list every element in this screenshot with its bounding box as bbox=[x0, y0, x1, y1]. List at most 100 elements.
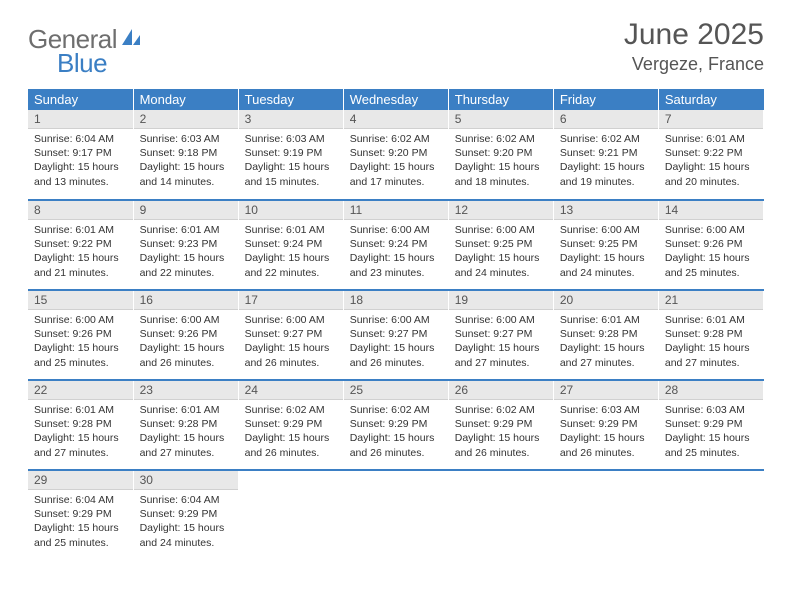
daylight-line: Daylight: 15 hours and 17 minutes. bbox=[350, 160, 442, 188]
calendar-cell: 8 Sunrise: 6:01 AMSunset: 9:22 PMDaylight… bbox=[28, 200, 133, 290]
day-number: 17 bbox=[239, 291, 343, 310]
calendar-cell: 25Sunrise: 6:02 AMSunset: 9:29 PMDayligh… bbox=[343, 380, 448, 470]
day-details: Sunrise: 6:02 AMSunset: 9:29 PMDaylight:… bbox=[239, 400, 343, 466]
calendar-cell: 2Sunrise: 6:03 AMSunset: 9:18 PMDaylight… bbox=[133, 110, 238, 200]
day-number: 10 bbox=[239, 201, 343, 220]
sunset-line: Sunset: 9:22 PM bbox=[665, 146, 757, 160]
day-number: 12 bbox=[449, 201, 553, 220]
day-number: 2 bbox=[134, 110, 238, 129]
calendar-cell: 16Sunrise: 6:00 AMSunset: 9:26 PMDayligh… bbox=[133, 290, 238, 380]
sunset-line: Sunset: 9:21 PM bbox=[560, 146, 652, 160]
sunrise-line: Sunrise: 6:03 AM bbox=[245, 132, 337, 146]
daylight-line: Daylight: 15 hours and 22 minutes. bbox=[140, 251, 232, 279]
sunrise-line: Sunrise: 6:03 AM bbox=[140, 132, 232, 146]
sunrise-line: Sunrise: 6:01 AM bbox=[665, 313, 757, 327]
sunrise-line: Sunrise: 6:01 AM bbox=[665, 132, 757, 146]
sunrise-line: Sunrise: 6:00 AM bbox=[34, 313, 127, 327]
daylight-line: Daylight: 15 hours and 26 minutes. bbox=[350, 431, 442, 459]
sunset-line: Sunset: 9:22 PM bbox=[34, 237, 127, 251]
sunset-line: Sunset: 9:17 PM bbox=[34, 146, 127, 160]
day-number: 11 bbox=[344, 201, 448, 220]
sunrise-line: Sunrise: 6:01 AM bbox=[140, 403, 232, 417]
day-number: 21 bbox=[659, 291, 763, 310]
sunset-line: Sunset: 9:28 PM bbox=[560, 327, 652, 341]
sunrise-line: Sunrise: 6:01 AM bbox=[140, 223, 232, 237]
day-details: Sunrise: 6:02 AMSunset: 9:29 PMDaylight:… bbox=[449, 400, 553, 466]
sunrise-line: Sunrise: 6:02 AM bbox=[455, 403, 547, 417]
day-details: Sunrise: 6:03 AMSunset: 9:19 PMDaylight:… bbox=[239, 129, 343, 195]
day-number: 14 bbox=[659, 201, 763, 220]
calendar-cell: 10Sunrise: 6:01 AMSunset: 9:24 PMDayligh… bbox=[238, 200, 343, 290]
daylight-line: Daylight: 15 hours and 27 minutes. bbox=[140, 431, 232, 459]
sunrise-line: Sunrise: 6:00 AM bbox=[560, 223, 652, 237]
calendar-cell bbox=[343, 470, 448, 560]
sunset-line: Sunset: 9:26 PM bbox=[140, 327, 232, 341]
calendar-cell: 27Sunrise: 6:03 AMSunset: 9:29 PMDayligh… bbox=[553, 380, 658, 470]
day-details: Sunrise: 6:00 AMSunset: 9:27 PMDaylight:… bbox=[239, 310, 343, 376]
header: General June 2025 Vergeze, France bbox=[28, 18, 764, 75]
calendar-row: 29Sunrise: 6:04 AMSunset: 9:29 PMDayligh… bbox=[28, 470, 764, 560]
day-details: Sunrise: 6:02 AMSunset: 9:20 PMDaylight:… bbox=[344, 129, 448, 195]
day-number: 29 bbox=[28, 471, 133, 490]
day-details: Sunrise: 6:04 AMSunset: 9:29 PMDaylight:… bbox=[28, 490, 133, 556]
day-number: 8 bbox=[28, 201, 133, 220]
calendar-cell: 17Sunrise: 6:00 AMSunset: 9:27 PMDayligh… bbox=[238, 290, 343, 380]
sunset-line: Sunset: 9:28 PM bbox=[140, 417, 232, 431]
day-details: Sunrise: 6:01 AMSunset: 9:28 PMDaylight:… bbox=[134, 400, 238, 466]
daylight-line: Daylight: 15 hours and 27 minutes. bbox=[560, 341, 652, 369]
daylight-line: Daylight: 15 hours and 20 minutes. bbox=[665, 160, 757, 188]
sunrise-line: Sunrise: 6:02 AM bbox=[455, 132, 547, 146]
day-number: 26 bbox=[449, 381, 553, 400]
daylight-line: Daylight: 15 hours and 21 minutes. bbox=[34, 251, 127, 279]
day-details: Sunrise: 6:00 AMSunset: 9:24 PMDaylight:… bbox=[344, 220, 448, 286]
daylight-line: Daylight: 15 hours and 26 minutes. bbox=[455, 431, 547, 459]
sunrise-line: Sunrise: 6:01 AM bbox=[34, 223, 127, 237]
sunrise-line: Sunrise: 6:03 AM bbox=[560, 403, 652, 417]
sunset-line: Sunset: 9:29 PM bbox=[560, 417, 652, 431]
calendar-cell: 12Sunrise: 6:00 AMSunset: 9:25 PMDayligh… bbox=[448, 200, 553, 290]
sunset-line: Sunset: 9:25 PM bbox=[455, 237, 547, 251]
daylight-line: Daylight: 15 hours and 25 minutes. bbox=[665, 431, 757, 459]
sunrise-line: Sunrise: 6:01 AM bbox=[34, 403, 127, 417]
calendar-cell: 9Sunrise: 6:01 AMSunset: 9:23 PMDaylight… bbox=[133, 200, 238, 290]
calendar-cell bbox=[448, 470, 553, 560]
calendar-cell: 20Sunrise: 6:01 AMSunset: 9:28 PMDayligh… bbox=[553, 290, 658, 380]
sunset-line: Sunset: 9:29 PM bbox=[140, 507, 232, 521]
sunset-line: Sunset: 9:24 PM bbox=[350, 237, 442, 251]
calendar-row: 22Sunrise: 6:01 AMSunset: 9:28 PMDayligh… bbox=[28, 380, 764, 470]
sunset-line: Sunset: 9:27 PM bbox=[350, 327, 442, 341]
day-number: 23 bbox=[134, 381, 238, 400]
day-number: 3 bbox=[239, 110, 343, 129]
calendar-cell: 4Sunrise: 6:02 AMSunset: 9:20 PMDaylight… bbox=[343, 110, 448, 200]
calendar-cell: 22Sunrise: 6:01 AMSunset: 9:28 PMDayligh… bbox=[28, 380, 133, 470]
daylight-line: Daylight: 15 hours and 18 minutes. bbox=[455, 160, 547, 188]
day-number: 4 bbox=[344, 110, 448, 129]
daylight-line: Daylight: 15 hours and 23 minutes. bbox=[350, 251, 442, 279]
sunrise-line: Sunrise: 6:00 AM bbox=[455, 313, 547, 327]
daylight-line: Daylight: 15 hours and 19 minutes. bbox=[560, 160, 652, 188]
sunset-line: Sunset: 9:29 PM bbox=[34, 507, 127, 521]
daylight-line: Daylight: 15 hours and 14 minutes. bbox=[140, 160, 232, 188]
sunset-line: Sunset: 9:20 PM bbox=[455, 146, 547, 160]
day-details: Sunrise: 6:03 AMSunset: 9:18 PMDaylight:… bbox=[134, 129, 238, 195]
calendar-cell: 23Sunrise: 6:01 AMSunset: 9:28 PMDayligh… bbox=[133, 380, 238, 470]
calendar-table: Sunday Monday Tuesday Wednesday Thursday… bbox=[28, 89, 764, 560]
calendar-cell: 18Sunrise: 6:00 AMSunset: 9:27 PMDayligh… bbox=[343, 290, 448, 380]
day-details: Sunrise: 6:00 AMSunset: 9:26 PMDaylight:… bbox=[659, 220, 763, 286]
sunrise-line: Sunrise: 6:00 AM bbox=[455, 223, 547, 237]
sunrise-line: Sunrise: 6:04 AM bbox=[34, 132, 127, 146]
daylight-line: Daylight: 15 hours and 25 minutes. bbox=[665, 251, 757, 279]
sunset-line: Sunset: 9:27 PM bbox=[245, 327, 337, 341]
day-details: Sunrise: 6:03 AMSunset: 9:29 PMDaylight:… bbox=[659, 400, 763, 466]
day-details: Sunrise: 6:01 AMSunset: 9:28 PMDaylight:… bbox=[554, 310, 658, 376]
day-number: 20 bbox=[554, 291, 658, 310]
calendar-row: 1Sunrise: 6:04 AMSunset: 9:17 PMDaylight… bbox=[28, 110, 764, 200]
daylight-line: Daylight: 15 hours and 22 minutes. bbox=[245, 251, 337, 279]
weekday-header: Thursday bbox=[448, 89, 553, 110]
day-number: 15 bbox=[28, 291, 133, 310]
calendar-cell: 14Sunrise: 6:00 AMSunset: 9:26 PMDayligh… bbox=[658, 200, 763, 290]
sunrise-line: Sunrise: 6:00 AM bbox=[140, 313, 232, 327]
sunrise-line: Sunrise: 6:02 AM bbox=[560, 132, 652, 146]
weekday-header: Tuesday bbox=[238, 89, 343, 110]
calendar-cell: 29Sunrise: 6:04 AMSunset: 9:29 PMDayligh… bbox=[28, 470, 133, 560]
